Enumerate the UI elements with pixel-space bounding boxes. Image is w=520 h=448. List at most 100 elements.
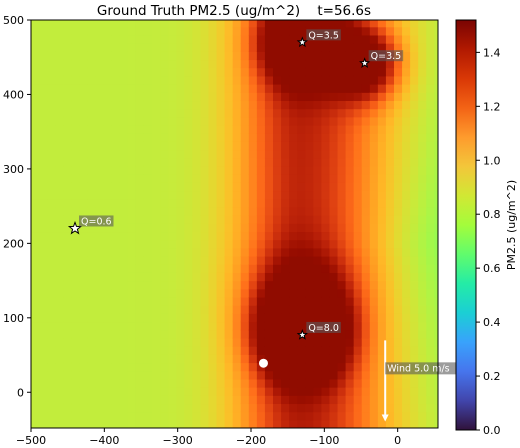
heatmap-cell xyxy=(385,157,395,167)
heatmap-cell xyxy=(216,362,226,372)
heatmap-cell xyxy=(192,280,201,290)
heatmap-cell xyxy=(329,247,339,257)
heatmap-cell xyxy=(289,43,298,52)
heatmap-cell xyxy=(369,165,379,175)
heatmap-cell xyxy=(256,231,266,241)
heatmap-cell xyxy=(377,272,387,282)
heatmap-cell xyxy=(264,34,274,44)
heatmap-cell xyxy=(119,321,129,331)
heatmap-cell xyxy=(63,411,72,421)
heatmap-cell xyxy=(410,239,419,249)
heatmap-cell xyxy=(208,280,218,290)
heatmap-cell xyxy=(168,346,177,355)
heatmap-cell xyxy=(160,378,169,388)
heatmap-cell xyxy=(394,419,403,428)
heatmap-cell xyxy=(208,378,218,388)
heatmap-cell xyxy=(168,108,177,118)
heatmap-cell xyxy=(426,346,435,355)
heatmap-cell xyxy=(31,108,40,118)
heatmap-cell xyxy=(111,337,121,347)
heatmap-cell xyxy=(208,165,218,175)
heatmap-cell xyxy=(135,272,145,282)
heatmap-cell xyxy=(289,67,298,77)
heatmap-cell xyxy=(305,92,314,102)
heatmap-cell xyxy=(176,280,185,290)
heatmap-cell xyxy=(63,215,72,224)
heatmap-cell xyxy=(377,346,387,355)
heatmap-cell xyxy=(184,43,193,52)
heatmap-cell xyxy=(143,419,153,428)
heatmap-cell xyxy=(256,133,266,142)
heatmap-cell xyxy=(208,247,218,257)
heatmap-cell xyxy=(71,206,80,216)
heatmap-cell xyxy=(119,296,129,306)
heatmap-cell xyxy=(248,264,258,273)
heatmap-cell xyxy=(418,231,427,241)
heatmap-cell xyxy=(289,403,298,413)
heatmap-cell xyxy=(127,272,137,282)
heatmap-cell xyxy=(232,206,242,216)
heatmap-cell xyxy=(321,20,331,28)
heatmap-cell xyxy=(426,296,435,306)
heatmap-cell xyxy=(426,133,435,142)
heatmap-cell xyxy=(426,190,435,200)
heatmap-cell xyxy=(361,108,371,118)
heatmap-cell xyxy=(385,329,395,339)
heatmap-cell xyxy=(224,124,234,134)
heatmap-cell xyxy=(135,370,145,380)
heatmap-cell xyxy=(305,403,314,413)
heatmap-cell xyxy=(192,313,201,323)
heatmap-cell xyxy=(385,296,395,306)
heatmap-cell xyxy=(305,174,314,183)
heatmap-cell xyxy=(168,247,177,257)
heatmap-cell xyxy=(31,395,40,405)
heatmap-cell xyxy=(192,190,201,200)
heatmap-cell xyxy=(63,247,72,257)
heatmap-cell xyxy=(143,296,153,306)
heatmap-cell xyxy=(361,247,371,257)
heatmap-cell xyxy=(273,288,282,298)
heatmap-cell xyxy=(289,256,298,265)
heatmap-cell xyxy=(410,100,419,110)
heatmap-cell xyxy=(434,100,438,110)
heatmap-cell xyxy=(345,378,355,388)
heatmap-cell xyxy=(184,305,193,314)
heatmap-cell xyxy=(111,26,121,36)
heatmap-cell xyxy=(256,100,266,110)
heatmap-cell xyxy=(410,387,419,396)
heatmap-cell xyxy=(184,198,193,208)
heatmap-cell xyxy=(143,223,153,233)
heatmap-cell xyxy=(127,84,137,93)
heatmap-cell xyxy=(353,378,363,388)
heatmap-cell xyxy=(200,362,210,372)
heatmap-cell xyxy=(434,354,438,364)
heatmap-cell xyxy=(152,264,161,273)
heatmap-cell xyxy=(385,387,395,396)
heatmap-cell xyxy=(281,43,290,52)
source-star-icon xyxy=(67,221,83,235)
heatmap-cell xyxy=(402,419,411,428)
heatmap-cell xyxy=(55,329,64,339)
heatmap-cell xyxy=(264,67,274,77)
heatmap-cell xyxy=(160,419,169,428)
heatmap-cell xyxy=(135,321,145,331)
heatmap-cell xyxy=(87,239,97,249)
heatmap-cell xyxy=(256,51,266,61)
heatmap-cell xyxy=(256,26,266,36)
heatmap-cell xyxy=(39,239,48,249)
heatmap-cell xyxy=(256,182,266,192)
heatmap-cell xyxy=(418,378,427,388)
heatmap-cell xyxy=(216,215,226,224)
heatmap-cell xyxy=(31,296,40,306)
heatmap-cell xyxy=(168,337,177,347)
x-axis: −500 −400 −300 −200 −100 0 xyxy=(16,428,401,447)
heatmap-cell xyxy=(273,411,282,421)
heatmap-cell xyxy=(321,198,331,208)
heatmap-cell xyxy=(184,190,193,200)
heatmap-cell xyxy=(168,305,177,314)
heatmap-cell xyxy=(410,59,419,69)
heatmap-cell xyxy=(248,165,258,175)
heatmap-cell xyxy=(200,346,210,355)
heatmap-cell xyxy=(184,247,193,257)
